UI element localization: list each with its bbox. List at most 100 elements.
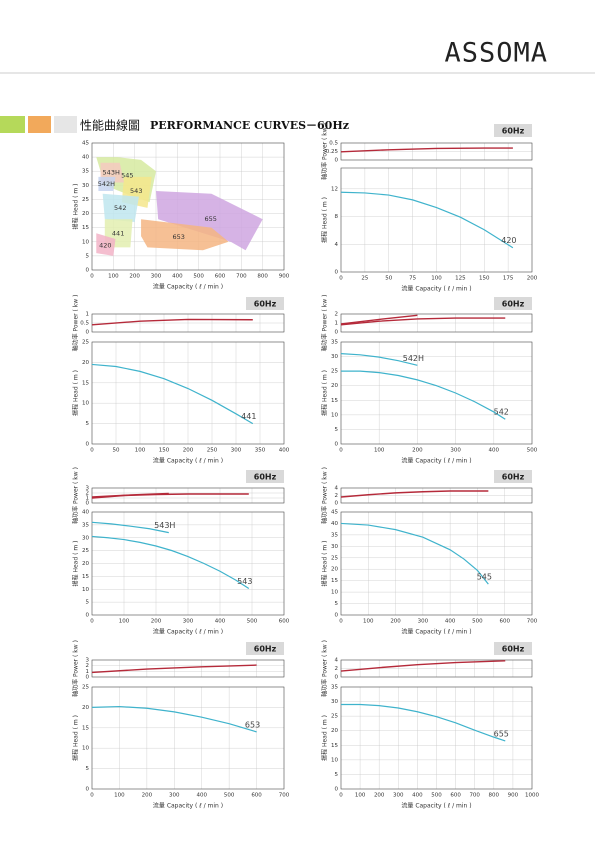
y-tick-label: 4 bbox=[335, 658, 339, 664]
curve bbox=[340, 353, 418, 366]
badge bbox=[494, 124, 532, 137]
y-tick-label: 45 bbox=[82, 141, 89, 147]
x-tick-label: 200 bbox=[129, 274, 140, 280]
y-tick-label: 3 bbox=[86, 486, 90, 492]
y-tick-label: 25 bbox=[331, 555, 338, 561]
curve-label: 655 bbox=[494, 729, 509, 738]
y-tick-label: 30 bbox=[331, 699, 338, 705]
y-tick-label: 25 bbox=[82, 197, 89, 203]
y-tick-label: 15 bbox=[331, 398, 338, 404]
y-tick-label: 2 bbox=[335, 493, 339, 499]
y-tick-label: 2 bbox=[335, 312, 339, 318]
color-block bbox=[0, 116, 25, 133]
x-tick-label: 200 bbox=[183, 448, 194, 454]
x-tick-label: 500 bbox=[247, 619, 258, 625]
x-tick-label: 400 bbox=[445, 619, 456, 625]
x-tick-label: 300 bbox=[151, 274, 162, 280]
badge-label: 60Hz bbox=[502, 300, 525, 309]
curve bbox=[340, 522, 489, 585]
y-tick-label: 10 bbox=[82, 587, 89, 593]
y-tick-label: 0 bbox=[86, 442, 90, 448]
region-label: 543 bbox=[130, 187, 142, 195]
y-tick-label: 0 bbox=[335, 442, 339, 448]
x-tick-label: 100 bbox=[374, 448, 385, 454]
curve-label: 543H bbox=[154, 521, 175, 530]
y-tick-label: 35 bbox=[82, 522, 89, 528]
curve-label: 653 bbox=[245, 720, 260, 729]
y-tick-label: 30 bbox=[82, 183, 89, 189]
y-tick-label: 10 bbox=[331, 412, 338, 418]
plot-frame bbox=[340, 341, 533, 445]
x-tick-label: 25 bbox=[361, 276, 368, 282]
x-axis-label: 流量 Capacity ( ℓ / min ) bbox=[401, 628, 471, 636]
y-tick-label: 5 bbox=[86, 600, 90, 606]
badge bbox=[494, 297, 532, 310]
color-block bbox=[28, 116, 51, 133]
y-axis-label: 軸功率 Power ( kw ) bbox=[72, 467, 80, 524]
x-axis-label: 流量 Capacity ( ℓ / min ) bbox=[153, 457, 223, 465]
y-tick-label: 35 bbox=[331, 685, 338, 691]
plot-frame bbox=[91, 142, 285, 271]
x-tick-label: 600 bbox=[215, 274, 226, 280]
y-axis-label: 揚程 Head ( m ) bbox=[72, 184, 80, 230]
plot-frame bbox=[340, 487, 533, 504]
badge-label: 60Hz bbox=[502, 127, 525, 136]
x-tick-label: 0 bbox=[90, 448, 94, 454]
y-tick-label: 0 bbox=[86, 675, 90, 681]
x-tick-label: 250 bbox=[207, 448, 218, 454]
curve-label: 545 bbox=[477, 573, 492, 582]
x-tick-label: 200 bbox=[151, 619, 162, 625]
x-tick-label: 0 bbox=[339, 619, 343, 625]
y-tick-label: 5 bbox=[335, 601, 339, 607]
y-tick-label: 10 bbox=[331, 757, 338, 763]
x-tick-label: 700 bbox=[527, 619, 538, 625]
y-tick-label: 40 bbox=[82, 155, 89, 161]
x-tick-label: 800 bbox=[257, 274, 268, 280]
y-axis-label: 軸功率 Power ( kw ) bbox=[321, 640, 329, 697]
y-axis-label: 揚程 Head ( m ) bbox=[321, 541, 329, 587]
color-block bbox=[54, 116, 77, 133]
plot-frame bbox=[340, 686, 533, 790]
y-tick-label: 35 bbox=[331, 532, 338, 538]
coverage-region bbox=[141, 219, 229, 251]
x-tick-label: 700 bbox=[236, 274, 247, 280]
y-axis-label: 軸功率 Power ( kw ) bbox=[321, 123, 329, 180]
y-axis-label: 軸功率 Power ( kw ) bbox=[72, 640, 80, 697]
x-tick-label: 600 bbox=[279, 619, 290, 625]
title-zh: 性能曲線圖 bbox=[80, 118, 140, 133]
x-tick-label: 0 bbox=[339, 793, 343, 799]
y-axis-label: 揚程 Head ( m ) bbox=[321, 370, 329, 416]
y-tick-label: 45 bbox=[331, 510, 338, 516]
y-tick-label: 20 bbox=[331, 383, 338, 389]
x-tick-label: 50 bbox=[385, 276, 392, 282]
y-tick-label: 25 bbox=[82, 548, 89, 554]
y-tick-label: 1 bbox=[86, 312, 90, 318]
badge bbox=[246, 642, 284, 655]
y-tick-label: 15 bbox=[331, 578, 338, 584]
y-tick-label: 0.5 bbox=[329, 141, 338, 147]
y-tick-label: 20 bbox=[82, 561, 89, 567]
x-tick-label: 200 bbox=[390, 619, 401, 625]
plot-frame bbox=[91, 659, 285, 678]
badge-label: 60Hz bbox=[254, 473, 277, 482]
plot-frame bbox=[340, 313, 533, 333]
x-tick-label: 200 bbox=[412, 448, 423, 454]
curve bbox=[91, 363, 254, 425]
y-tick-label: 1 bbox=[86, 669, 90, 675]
x-tick-label: 100 bbox=[355, 793, 366, 799]
plot-frame bbox=[91, 313, 285, 333]
y-tick-label: 10 bbox=[82, 239, 89, 245]
plot-frame bbox=[340, 511, 533, 616]
x-axis-label: 流量 Capacity ( ℓ / min ) bbox=[401, 802, 471, 810]
plot-frame bbox=[91, 686, 285, 790]
y-tick-label: 20 bbox=[331, 567, 338, 573]
region-label: 653 bbox=[173, 233, 185, 241]
y-tick-label: 15 bbox=[82, 380, 89, 386]
x-tick-label: 600 bbox=[251, 793, 262, 799]
x-axis-label: 流量 Capacity ( ℓ / min ) bbox=[153, 802, 223, 810]
x-tick-label: 100 bbox=[363, 619, 374, 625]
y-tick-label: 10 bbox=[331, 590, 338, 596]
region-label: 441 bbox=[112, 229, 124, 237]
y-tick-label: 30 bbox=[331, 544, 338, 550]
